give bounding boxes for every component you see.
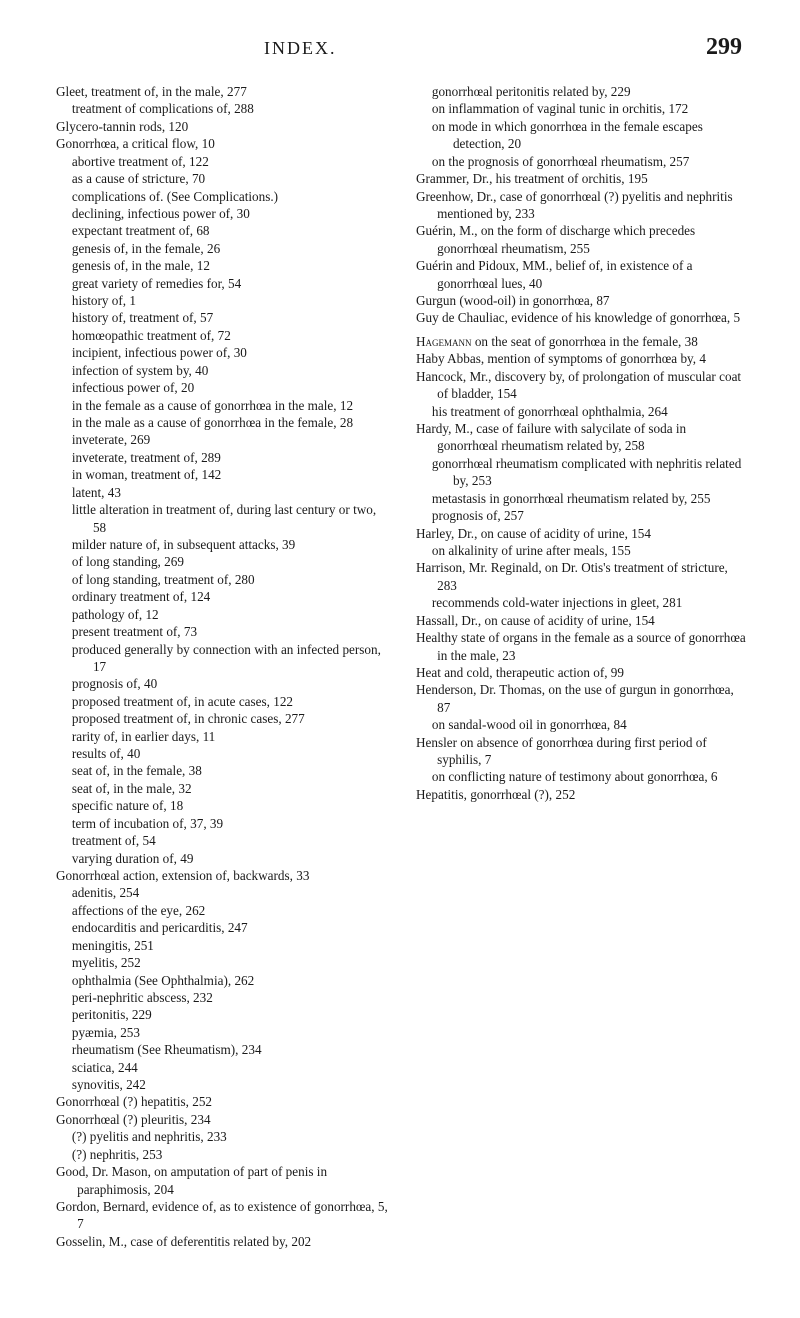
index-entry: on alkalinity of urine after meals, 155 [416, 542, 750, 559]
index-entry: of long standing, treatment of, 280 [56, 571, 390, 588]
index-entry: Gosselin, M., case of deferentitis relat… [56, 1233, 390, 1250]
index-entry: abortive treatment of, 122 [56, 153, 390, 170]
index-entry: Grammer, Dr., his treatment of orchitis,… [416, 170, 750, 187]
index-entry: metastasis in gonorrhœal rheumatism rela… [416, 490, 750, 507]
index-entry: in the male as a cause of gonorrhœa in t… [56, 414, 390, 431]
index-entry: ordinary treatment of, 124 [56, 588, 390, 605]
index-entry: Henderson, Dr. Thomas, on the use of gur… [416, 681, 750, 716]
index-entry: myelitis, 252 [56, 954, 390, 971]
index-entry: history of, treatment of, 57 [56, 309, 390, 326]
index-entry: Greenhow, Dr., case of gonorrhœal (?) py… [416, 188, 750, 223]
index-entry: produced generally by connection with an… [56, 641, 390, 676]
index-entry: incipient, infectious power of, 30 [56, 344, 390, 361]
index-entry: on conflicting nature of testimony about… [416, 768, 750, 785]
index-entry: meningitis, 251 [56, 937, 390, 954]
index-entry: Gleet, treatment of, in the male, 277 [56, 83, 390, 100]
index-entry: peritonitis, 229 [56, 1006, 390, 1023]
index-entry: Heat and cold, therapeutic action of, 99 [416, 664, 750, 681]
index-entry: his treatment of gonorrhœal ophthalmia, … [416, 403, 750, 420]
index-entry: declining, infectious power of, 30 [56, 205, 390, 222]
index-entry: history of, 1 [56, 292, 390, 309]
index-entry: Guy de Chauliac, evidence of his knowled… [416, 309, 750, 326]
index-entry: sciatica, 244 [56, 1059, 390, 1076]
index-entry: rarity of, in earlier days, 11 [56, 728, 390, 745]
index-entry: Hensler on absence of gonorrhœa during f… [416, 734, 750, 769]
index-entry: present treatment of, 73 [56, 623, 390, 640]
index-entry: on mode in which gonorrhœa in the female… [416, 118, 750, 153]
index-entry: rheumatism (See Rheumatism), 234 [56, 1041, 390, 1058]
index-entry: proposed treatment of, in acute cases, 1… [56, 693, 390, 710]
index-entry: of long standing, 269 [56, 553, 390, 570]
index-entry: (?) pyelitis and nephritis, 233 [56, 1128, 390, 1145]
index-entry: milder nature of, in subsequent attacks,… [56, 536, 390, 553]
index-entry: expectant treatment of, 68 [56, 222, 390, 239]
index-entry: complications of. (See Complications.) [56, 188, 390, 205]
index-entry: Hepatitis, gonorrhœal (?), 252 [416, 786, 750, 803]
index-entry: on the prognosis of gonorrhœal rheumatis… [416, 153, 750, 170]
index-entry: Gonorrhœal (?) pleuritis, 234 [56, 1111, 390, 1128]
index-entry: Guérin, M., on the form of discharge whi… [416, 222, 750, 257]
index-entry: as a cause of stricture, 70 [56, 170, 390, 187]
index-entry: recommends cold-water injections in glee… [416, 594, 750, 611]
index-entry: gonorrhœal rheumatism complicated with n… [416, 455, 750, 490]
index-entry: little alteration in treatment of, durin… [56, 501, 390, 536]
index-entry: in woman, treatment of, 142 [56, 466, 390, 483]
index-entry: Gurgun (wood-oil) in gonorrhœa, 87 [416, 292, 750, 309]
index-entry: treatment of, 54 [56, 832, 390, 849]
index-entry: term of incubation of, 37, 39 [56, 815, 390, 832]
index-entry: on sandal-wood oil in gonorrhœa, 84 [416, 716, 750, 733]
index-entry: Good, Dr. Mason, on amputation of part o… [56, 1163, 390, 1198]
index-entry: on inflammation of vaginal tunic in orch… [416, 100, 750, 117]
index-entry: Glycero-tannin rods, 120 [56, 118, 390, 135]
index-entry: (?) nephritis, 253 [56, 1146, 390, 1163]
index-entry: latent, 43 [56, 484, 390, 501]
index-entry: inveterate, treatment of, 289 [56, 449, 390, 466]
index-entry: results of, 40 [56, 745, 390, 762]
page: INDEX. 299 Gleet, treatment of, in the m… [0, 0, 800, 1303]
page-number: 299 [706, 34, 742, 61]
index-entry: genesis of, in the female, 26 [56, 240, 390, 257]
index-entry: Healthy state of organs in the female as… [416, 629, 750, 664]
index-entry: Gonorrhœal (?) hepatitis, 252 [56, 1093, 390, 1110]
index-entry: seat of, in the female, 38 [56, 762, 390, 779]
index-entry: Harrison, Mr. Reginald, on Dr. Otis's tr… [416, 559, 750, 594]
index-entry: Hancock, Mr., discovery by, of prolongat… [416, 368, 750, 403]
header-title: INDEX. [264, 38, 337, 59]
index-entry: treatment of complications of, 288 [56, 100, 390, 117]
index-entry: great variety of remedies for, 54 [56, 275, 390, 292]
index-entry: proposed treatment of, in chronic cases,… [56, 710, 390, 727]
index-entry: Gonorrhœal action, extension of, backwar… [56, 867, 390, 884]
index-entry: endocarditis and pericarditis, 247 [56, 919, 390, 936]
index-entry: pathology of, 12 [56, 606, 390, 623]
index-entry: homœopathic treatment of, 72 [56, 327, 390, 344]
index-entry: inveterate, 269 [56, 431, 390, 448]
index-entry: seat of, in the male, 32 [56, 780, 390, 797]
index-entry: Gordon, Bernard, evidence of, as to exis… [56, 1198, 390, 1233]
index-entry: Hagemann on the seat of gonorrhœa in the… [416, 333, 750, 350]
index-entry: prognosis of, 40 [56, 675, 390, 692]
index-entry: Gonorrhœa, a critical flow, 10 [56, 135, 390, 152]
index-entry: pyæmia, 253 [56, 1024, 390, 1041]
index-entry: varying duration of, 49 [56, 850, 390, 867]
index-entry: synovitis, 242 [56, 1076, 390, 1093]
index-entry: specific nature of, 18 [56, 797, 390, 814]
index-entry: Haby Abbas, mention of symptoms of gonor… [416, 350, 750, 367]
index-entry: affections of the eye, 262 [56, 902, 390, 919]
index-entry: Harley, Dr., on cause of acidity of urin… [416, 525, 750, 542]
index-entry: ophthalmia (See Ophthalmia), 262 [56, 972, 390, 989]
index-entry: infection of system by, 40 [56, 362, 390, 379]
index-entry: adenitis, 254 [56, 884, 390, 901]
index-entry: prognosis of, 257 [416, 507, 750, 524]
index-entry: infectious power of, 20 [56, 379, 390, 396]
index-entry: Hardy, M., case of failure with salycila… [416, 420, 750, 455]
index-entry: in the female as a cause of gonorrhœa in… [56, 397, 390, 414]
index-body: Gleet, treatment of, in the male, 277tre… [56, 83, 750, 1263]
index-entry: genesis of, in the male, 12 [56, 257, 390, 274]
index-entry: gonorrhœal peritonitis related by, 229 [416, 83, 750, 100]
index-entry: peri-nephritic abscess, 232 [56, 989, 390, 1006]
index-entry: Hassall, Dr., on cause of acidity of uri… [416, 612, 750, 629]
index-entry: Guérin and Pidoux, MM., belief of, in ex… [416, 257, 750, 292]
running-header: INDEX. 299 [56, 34, 750, 61]
